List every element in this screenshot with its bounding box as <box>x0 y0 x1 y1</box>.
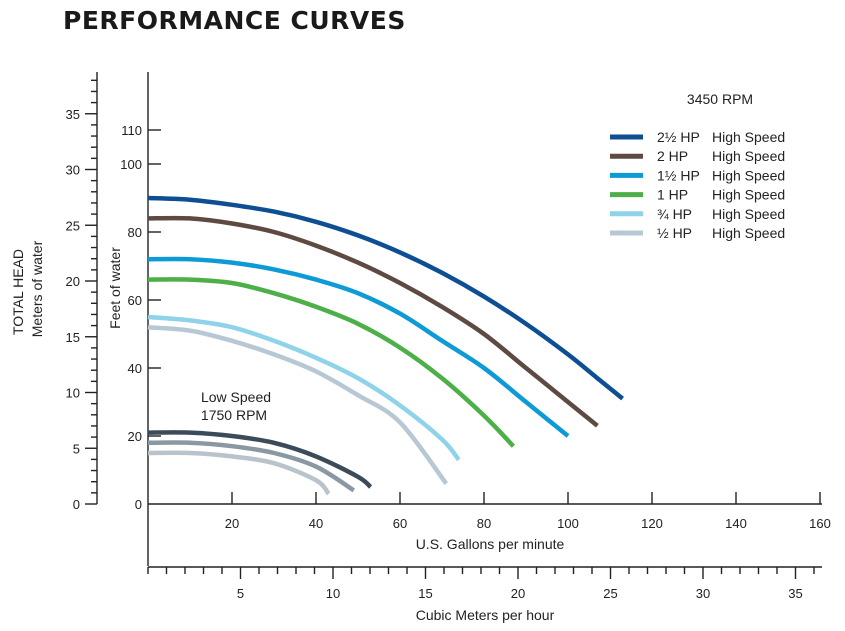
y-axis-title: Feet of water <box>107 247 123 329</box>
x2-tick-label: 15 <box>418 586 432 601</box>
x-tick-label: 40 <box>309 516 323 531</box>
legend-speed: High Speed <box>712 206 785 222</box>
x2-tick-label: 20 <box>511 586 525 601</box>
series-curve-8 <box>147 450 331 496</box>
series-curve-4 <box>147 314 461 462</box>
y2-tick-label: 35 <box>66 107 80 122</box>
series-curve-1 <box>147 215 599 428</box>
low-speed-label-line1: Low Speed <box>201 389 271 405</box>
legend-label: 2 HP <box>657 148 688 164</box>
x2-axis-title: Cubic Meters per hour <box>416 607 555 623</box>
speed-label: 3450 RPM <box>687 91 753 107</box>
x-tick-label: 120 <box>641 516 663 531</box>
legend-speed: High Speed <box>712 167 785 183</box>
x2-tick-label: 35 <box>788 586 802 601</box>
y2-axis-title-line1: TOTAL HEAD <box>10 249 26 335</box>
legend-speed: High Speed <box>712 129 785 145</box>
x-tick-label: 60 <box>393 516 407 531</box>
series-curve-7 <box>147 440 356 493</box>
series-curve-5 <box>147 324 448 485</box>
series-curve-3 <box>147 277 516 448</box>
x-axis-title: U.S. Gallons per minute <box>416 536 565 552</box>
y2-tick-label: 30 <box>66 163 80 178</box>
x2-tick-label: 5 <box>237 586 244 601</box>
y2-tick-label: 20 <box>66 274 80 289</box>
x2-tick-label: 25 <box>603 586 617 601</box>
y-tick-label: 40 <box>128 361 142 376</box>
legend-label: ¾ HP <box>657 206 692 222</box>
chart-title: PERFORMANCE CURVES <box>63 6 406 35</box>
legend-speed: High Speed <box>712 225 785 241</box>
x-tick-label: 160 <box>809 516 831 531</box>
x-tick-label: 100 <box>557 516 579 531</box>
series-curve-2 <box>147 256 570 438</box>
y2-tick-label: 25 <box>66 218 80 233</box>
x-tick-label: 80 <box>477 516 491 531</box>
y-tick-label: 0 <box>135 497 142 512</box>
y-tick-label: 80 <box>128 225 142 240</box>
series-curve-0 <box>147 195 625 401</box>
y2-axis-title-line2: Meters of water <box>29 240 45 337</box>
legend-label: 1 HP <box>657 187 688 203</box>
legend-speed: High Speed <box>712 148 785 164</box>
legend-label: 1½ HP <box>657 167 700 183</box>
x2-tick-label: 10 <box>326 586 340 601</box>
low-speed-label-line2: 1750 RPM <box>201 407 267 423</box>
legend: 2½ HP High Speed 2 HP High Speed 1½ HP High S… <box>610 129 785 241</box>
legend-label: ½ HP <box>657 225 692 241</box>
axes <box>85 72 822 579</box>
x-tick-label: 140 <box>725 516 747 531</box>
y2-tick-label: 15 <box>66 330 80 345</box>
y-tick-label: 110 <box>121 123 142 138</box>
y2-tick-label: 5 <box>73 441 80 456</box>
y2-tick-label: 0 <box>73 497 80 512</box>
y-tick-label: 20 <box>128 429 142 444</box>
curves <box>147 195 625 496</box>
y-tick-label: 60 <box>128 293 142 308</box>
x-tick-label: 20 <box>225 516 239 531</box>
legend-speed: High Speed <box>712 187 785 203</box>
series-curve-6 <box>147 430 373 489</box>
y2-tick-label: 10 <box>66 386 80 401</box>
y-tick-label: 100 <box>120 157 142 172</box>
x2-tick-label: 30 <box>696 586 710 601</box>
legend-label: 2½ HP <box>657 129 700 145</box>
